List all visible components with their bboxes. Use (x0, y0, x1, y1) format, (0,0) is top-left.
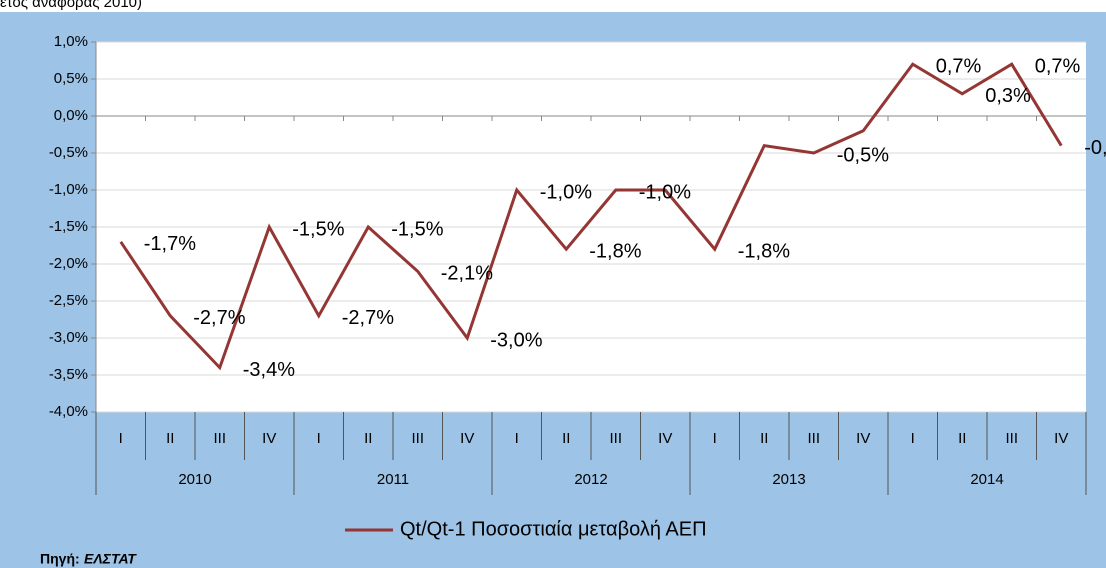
y-tick-label: -2,5% (49, 292, 88, 309)
year-label: 2011 (377, 471, 409, 488)
y-tick-label: -3,5% (49, 366, 88, 383)
caption: έτος αναφοράς 2010) (0, 0, 142, 11)
y-tick-label: -4,0% (49, 403, 88, 420)
x-tick-label: IV (262, 430, 276, 447)
y-tick-label: -3,0% (49, 329, 88, 346)
x-tick-label: I (515, 430, 519, 447)
year-label: 2010 (178, 471, 211, 488)
x-tick-label: III (807, 430, 820, 447)
data-label: 0,7% (936, 55, 982, 77)
x-tick-label: III (1005, 430, 1018, 447)
x-tick-label: IV (658, 430, 672, 447)
x-tick-label: II (166, 430, 174, 447)
year-label: 2013 (772, 471, 805, 488)
data-label: -3,0% (490, 329, 542, 351)
y-tick-label: -2,0% (49, 255, 88, 272)
x-tick-label: II (364, 430, 372, 447)
y-tick-label: -1,0% (49, 181, 88, 198)
data-label: -1,8% (738, 240, 790, 262)
data-label: 0,7% (1035, 55, 1081, 77)
year-label: 2012 (574, 471, 607, 488)
data-label: -1,0% (540, 181, 592, 203)
data-label: -1,5% (391, 218, 443, 240)
data-label: -1,7% (144, 233, 196, 255)
y-tick-label: 1,0% (54, 33, 88, 50)
data-label: -1,5% (292, 218, 344, 240)
data-label: -2,7% (193, 307, 245, 329)
data-label: -0,4% (1084, 137, 1106, 159)
source-label: Πηγή: (40, 551, 80, 567)
legend-label: Qt/Qt-1 Ποσοστιαία μεταβολή ΑΕΠ (400, 518, 707, 540)
data-label: -2,1% (441, 263, 493, 285)
y-tick-label: -1,5% (49, 218, 88, 235)
source-value: ΕΛΣΤΑΤ (84, 551, 137, 567)
x-tick-label: IV (1054, 430, 1068, 447)
x-tick-label: II (760, 430, 768, 447)
x-tick-label: III (213, 430, 226, 447)
year-label: 2014 (970, 471, 1003, 488)
y-tick-label: -0,5% (49, 144, 88, 161)
x-tick-label: I (713, 430, 717, 447)
data-label: -2,7% (342, 307, 394, 329)
data-label: -1,8% (589, 240, 641, 262)
data-label: -3,4% (243, 359, 295, 381)
data-label: 0,3% (985, 85, 1031, 107)
x-tick-label: I (911, 430, 915, 447)
data-label: -0,5% (837, 144, 889, 166)
x-tick-label: I (317, 430, 321, 447)
x-tick-label: III (411, 430, 424, 447)
series-line (119, 62, 1063, 371)
x-tick-label: IV (460, 430, 474, 447)
x-tick-label: II (562, 430, 570, 447)
x-tick-label: II (958, 430, 966, 447)
x-tick-label: I (119, 430, 123, 447)
y-tick-label: 0,5% (54, 70, 88, 87)
x-tick-label: III (609, 430, 622, 447)
data-label: -1,0% (639, 181, 691, 203)
x-tick-label: IV (856, 430, 870, 447)
y-tick-label: 0,0% (54, 107, 88, 124)
